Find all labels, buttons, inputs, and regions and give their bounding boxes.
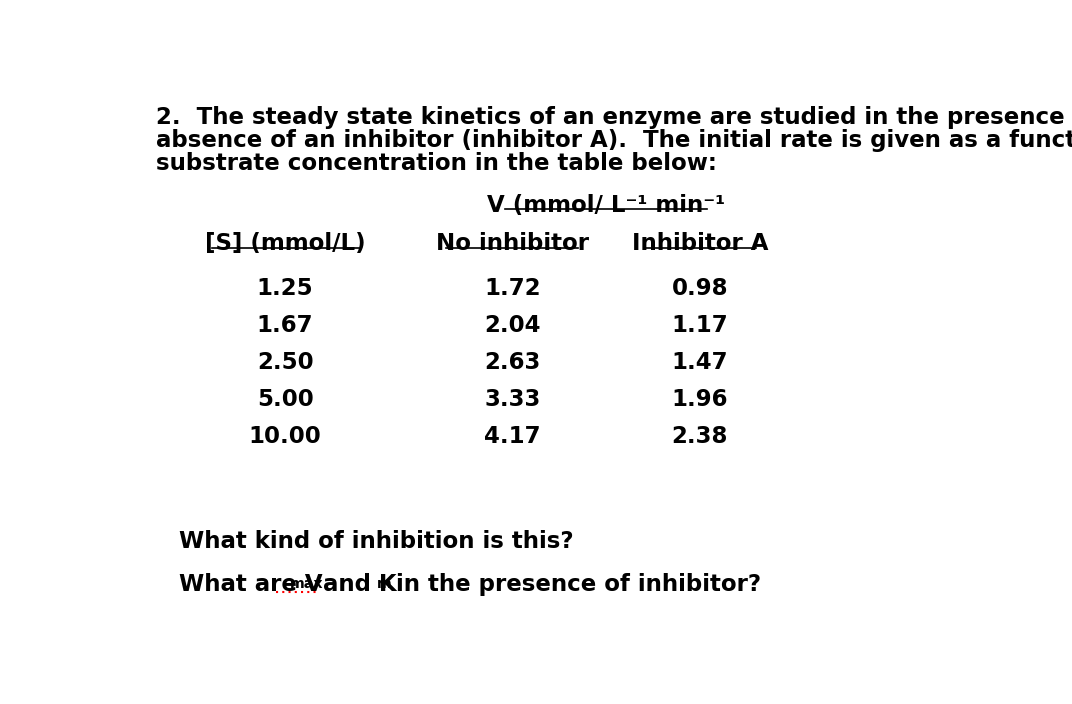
Text: What kind of inhibition is this?: What kind of inhibition is this? bbox=[179, 529, 574, 553]
Text: No inhibitor: No inhibitor bbox=[435, 232, 589, 256]
Text: 2.  The steady state kinetics of an enzyme are studied in the presence and: 2. The steady state kinetics of an enzym… bbox=[155, 106, 1072, 129]
Text: 2.04: 2.04 bbox=[483, 314, 540, 337]
Text: in the presence of inhibitor?: in the presence of inhibitor? bbox=[388, 572, 761, 596]
Text: m: m bbox=[377, 577, 392, 591]
Text: 2.50: 2.50 bbox=[257, 351, 313, 374]
Text: 1.67: 1.67 bbox=[257, 314, 313, 337]
Text: Inhibitor A: Inhibitor A bbox=[631, 232, 768, 256]
Text: 5.00: 5.00 bbox=[257, 388, 313, 411]
Text: What are V: What are V bbox=[179, 572, 323, 596]
Text: 1.47: 1.47 bbox=[671, 351, 728, 374]
Text: 0.98: 0.98 bbox=[671, 277, 728, 300]
Text: and K: and K bbox=[315, 572, 397, 596]
Text: 2.38: 2.38 bbox=[671, 425, 728, 448]
Text: 1.25: 1.25 bbox=[257, 277, 313, 300]
Text: max: max bbox=[289, 577, 323, 591]
Text: 2.63: 2.63 bbox=[485, 351, 540, 374]
Text: 3.33: 3.33 bbox=[485, 388, 540, 411]
Text: V (mmol/ L⁻¹ min⁻¹: V (mmol/ L⁻¹ min⁻¹ bbox=[487, 194, 725, 217]
Text: 1.72: 1.72 bbox=[483, 277, 540, 300]
Text: [S] (mmol/L): [S] (mmol/L) bbox=[205, 232, 366, 256]
Text: 1.96: 1.96 bbox=[671, 388, 728, 411]
Text: 4.17: 4.17 bbox=[483, 425, 540, 448]
Text: substrate concentration in the table below:: substrate concentration in the table bel… bbox=[155, 152, 716, 175]
Text: 1.17: 1.17 bbox=[671, 314, 728, 337]
Text: 10.00: 10.00 bbox=[249, 425, 322, 448]
Text: absence of an inhibitor (inhibitor A).  The initial rate is given as a function : absence of an inhibitor (inhibitor A). T… bbox=[155, 129, 1072, 152]
